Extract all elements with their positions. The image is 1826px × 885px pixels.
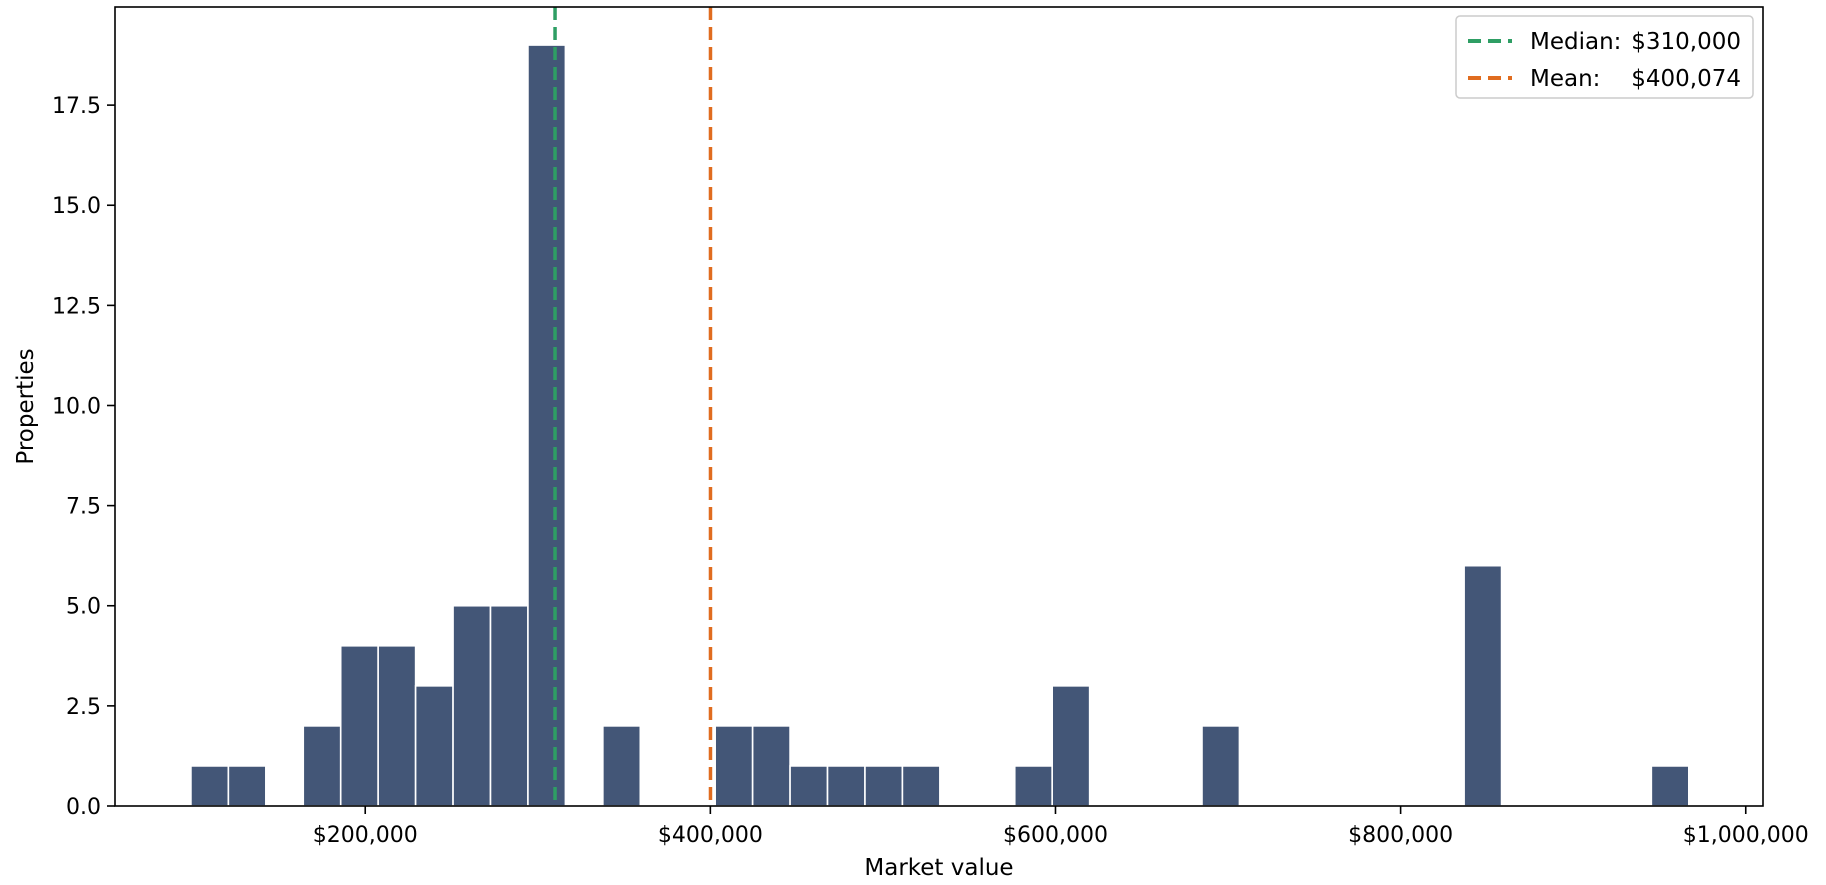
histogram-bar	[190, 765, 230, 807]
histogram-bar	[377, 644, 417, 807]
y-tick-label: 2.5	[66, 695, 101, 720]
histogram-bar	[1051, 685, 1091, 807]
legend: Median: $310,000 Mean: $400,074	[1455, 15, 1754, 99]
histogram-bar	[602, 725, 642, 807]
x-tick-label: $800,000	[1348, 823, 1453, 848]
y-axis-ticks: 0.0 2.5 5.0 7.5 10.0 12.5 15.0 17.5	[52, 94, 115, 820]
x-tick-label: $400,000	[658, 823, 763, 848]
legend-box	[1455, 15, 1754, 99]
histogram-bar	[864, 765, 904, 807]
y-tick-label: 7.5	[66, 495, 101, 520]
x-axis-ticks: $200,000 $400,000 $600,000 $800,000 $1,000,0…	[313, 806, 1809, 848]
histogram-bar	[414, 685, 454, 807]
x-tick-label: $1,000,000	[1683, 823, 1809, 848]
histogram-bar	[1013, 765, 1054, 807]
plot-frame	[114, 6, 1764, 807]
y-tick-label: 10.0	[52, 394, 101, 419]
y-tick-label: 0.0	[66, 795, 101, 820]
histogram-bar	[789, 765, 829, 807]
y-tick-label: 5.0	[66, 595, 101, 620]
histogram-bar	[901, 765, 941, 807]
histogram-bar	[227, 765, 267, 807]
legend-median-value: $310,000	[1631, 29, 1741, 55]
y-tick-label: 17.5	[52, 94, 101, 119]
histogram-bar	[751, 725, 791, 807]
x-axis-title: Market value	[864, 855, 1013, 881]
legend-mean-value: $400,074	[1631, 66, 1741, 92]
reference-lines-layer	[553, 7, 713, 806]
bars-layer	[190, 44, 1690, 807]
y-tick-label: 12.5	[52, 294, 101, 319]
y-tick-label: 15.0	[52, 194, 101, 219]
y-axis-title: Properties	[13, 348, 39, 464]
histogram-bar	[1650, 765, 1690, 807]
histogram-bar	[714, 725, 754, 807]
legend-mean-key: Mean:	[1530, 66, 1600, 92]
x-tick-label: $600,000	[1003, 823, 1108, 848]
histogram-bar	[489, 604, 529, 807]
histogram-bar	[452, 604, 492, 807]
x-tick-label: $200,000	[313, 823, 418, 848]
legend-median-key: Median:	[1530, 29, 1621, 55]
histogram-bar	[339, 644, 379, 807]
histogram-bar	[527, 44, 567, 807]
histogram-bar	[1201, 725, 1241, 807]
histogram-bar	[1463, 564, 1503, 807]
histogram-bar	[302, 725, 342, 807]
histogram-bar	[826, 765, 866, 807]
